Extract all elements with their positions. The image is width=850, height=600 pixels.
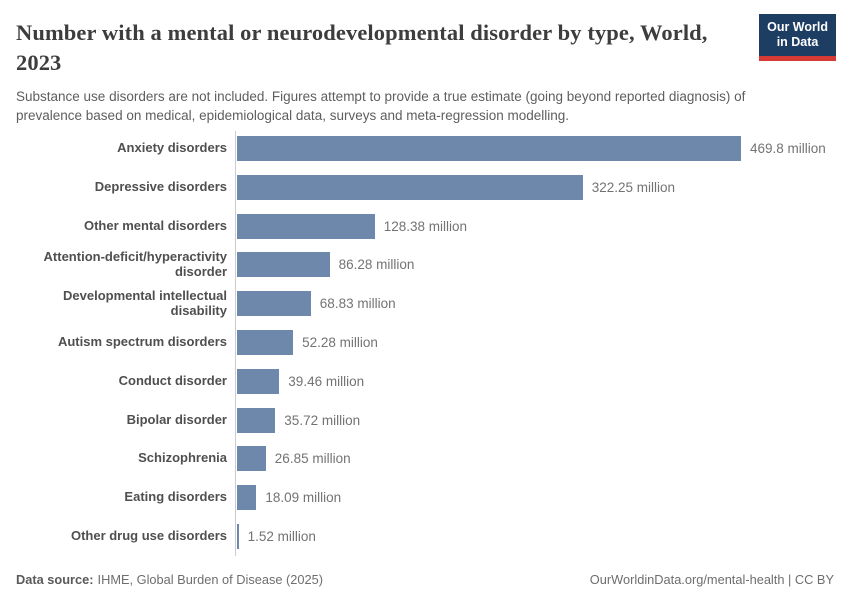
page-title: Number with a mental or neurodevelopment… [16,20,708,76]
value-label: 52.28 million [302,334,378,350]
value-label: 86.28 million [338,257,415,273]
bar-row: Developmental intellectual disability 68.… [16,284,834,323]
value-label: 322.25 million [591,179,675,195]
owid-logo[interactable]: Our World in Data [759,14,836,61]
bar-zone: 39.46 million [235,362,834,401]
bar-row: Other drug use disorders 1.52 million [16,517,834,556]
bar[interactable] [237,174,583,200]
chart-rows: Anxiety disorders 469.8 million Depressive… [16,129,834,556]
value-label: 1.52 million [247,528,316,544]
bar[interactable] [237,329,294,355]
value-label: 469.8 million [750,140,826,156]
source-label: Data source: [16,572,94,587]
bar[interactable] [237,407,276,433]
footer-license-link[interactable]: OurWorldinData.org/mental-health | CC BY [589,572,834,587]
category-label: Bipolar disorder [126,411,227,427]
logo-text-line1: Our World [767,20,828,34]
bar-row: Attention-deficit/hyperactivity disorder… [16,245,834,284]
bar-row: Other mental disorders 128.38 million [16,207,834,246]
bar[interactable] [237,368,280,394]
bar-row: Depressive disorders 322.25 million [16,168,834,207]
value-label: 68.83 million [319,296,396,312]
bar-row: Autism spectrum disorders 52.28 million [16,323,834,362]
category-label: Depressive disorders [94,178,227,194]
bar[interactable] [237,446,266,472]
value-label: 128.38 million [383,218,467,234]
category-label: Autism spectrum disorders [57,333,227,349]
value-label: 35.72 million [284,412,361,428]
category-label: Attention-deficit/hyperactivity disorder [43,248,227,279]
category-label: Developmental intellectual disability [63,287,227,318]
logo-text-line2: in Data [776,34,819,49]
bar-zone: 18.09 million [235,478,834,517]
bar[interactable] [237,135,741,161]
category-label: Other drug use disorders [70,527,227,543]
bar[interactable] [237,291,311,317]
bar-zone: 322.25 million [235,168,834,207]
bar-zone: 1.52 million [235,517,834,556]
bar-zone: 128.38 million [235,207,834,246]
bar-zone: 35.72 million [235,401,834,440]
bar[interactable] [237,252,330,278]
chart-subtitle: Substance use disorders are not included… [16,88,746,123]
category-label: Anxiety disorders [117,139,227,155]
bar-chart: Anxiety disorders 469.8 million Depressive… [16,129,834,556]
bar[interactable] [237,213,375,239]
bar-zone: 86.28 million [235,245,834,284]
bar-row: Eating disorders 18.09 million [16,478,834,517]
bar-zone: 26.85 million [235,439,834,478]
value-label: 26.85 million [274,451,351,467]
bar-zone: 469.8 million [235,129,834,168]
category-label: Schizophrenia [138,450,227,466]
footer-source: Data source: IHME, Global Burden of Disea… [16,572,323,587]
category-label: Eating disorders [124,489,227,505]
bar[interactable] [237,485,257,511]
category-label: Other mental disorders [83,217,227,233]
bar-row: Conduct disorder 39.46 million [16,362,834,401]
chart-footer: Data source: IHME, Global Burden of Disea… [16,572,834,587]
bar-row: Schizophrenia 26.85 million [16,439,834,478]
value-label: 39.46 million [288,373,365,389]
category-label: Conduct disorder [118,372,227,388]
bar-zone: 52.28 million [235,323,834,362]
y-axis-line [235,131,236,556]
bar-row: Bipolar disorder 35.72 million [16,401,834,440]
bar[interactable] [237,523,239,549]
value-label: 18.09 million [265,490,342,506]
bar-zone: 68.83 million [235,284,834,323]
bar-row: Anxiety disorders 469.8 million [16,129,834,168]
source-value: IHME, Global Burden of Disease (2025) [97,572,324,587]
